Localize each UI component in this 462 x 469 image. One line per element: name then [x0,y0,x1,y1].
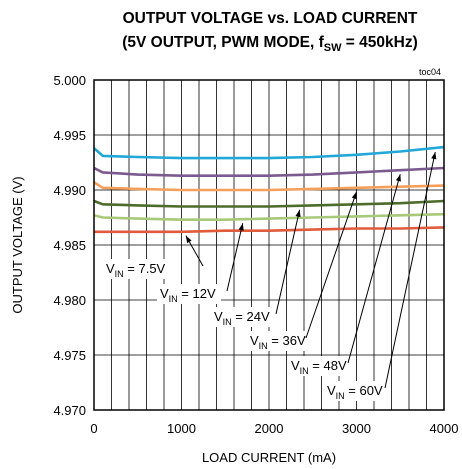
chart-subtitle: (5V OUTPUT, PWM MODE, fSW = 450kHz) [122,34,418,54]
x-axis-label: LOAD CURRENT (mA) [202,450,336,465]
series-label-suffix: = 7.5V [124,261,166,276]
series-label-subscript: IN [259,341,268,351]
series-label-subscript: IN [169,294,178,304]
series-label-suffix: = 36V [268,333,306,348]
annotation-arrowhead [351,191,357,200]
series-label-prefix: V [250,333,259,348]
series-label-suffix: = 48V [309,358,347,373]
series-label-6: VIN = 60V [327,383,383,401]
chart-title: OUTPUT VOLTAGE vs. LOAD CURRENT [123,10,418,27]
x-tick-label: 1000 [167,421,196,436]
y-tick-label: 4.975 [53,348,86,363]
figure-code: toc04 [419,67,441,77]
annotation-arrowhead [295,209,301,218]
series-label-subscript: IN [115,269,124,279]
annotation-arrowhead [431,152,437,160]
plot-frame [93,79,445,411]
series-label-suffix: = 24V [232,309,270,324]
series-label-subscript: IN [336,391,345,401]
x-tick-label: 3000 [342,421,371,436]
series-line-3 [93,199,445,208]
series-line-4 [93,181,445,192]
series-label-5: VIN = 48V [291,358,347,376]
series-line-6 [93,145,445,160]
annotation-background [247,331,311,351]
y-tick-label: 4.990 [53,183,86,198]
y-tick-label: 4.970 [53,403,86,418]
subtitle-subscript: SW [324,42,342,54]
series-label-4: VIN = 36V [250,333,306,351]
y-tick-label: 4.995 [53,128,86,143]
y-tick-label: 4.980 [53,293,86,308]
y-tick-label: 5.000 [53,73,86,88]
annotation-arrow-line [305,191,357,339]
annotation-arrow-line [384,151,436,389]
series-line-5 [93,166,445,177]
x-tick-label: 2000 [255,421,284,436]
annotation-arrow-line [226,223,244,292]
annotation-background [324,381,388,401]
series-label-1: VIN = 7.5V [106,261,166,279]
subtitle-suffix: = 450kHz) [341,34,417,51]
x-tick-label: 4000 [430,421,459,436]
series-line-2 [93,212,445,221]
series-label-prefix: V [106,261,115,276]
subtitle-prefix: (5V OUTPUT, PWM MODE, f [122,34,324,51]
annotation-arrow-line [347,174,401,364]
annotation-arrow-line [275,209,301,315]
series-label-2: VIN = 12V [160,286,216,304]
annotation-background [157,284,221,304]
tick-labels: 0 1000 2000 3000 4000 4.970 4.975 4.980 4.985 4.9… [53,73,458,436]
series-label-prefix: V [160,286,169,301]
y-tick-label: 4.985 [53,238,86,253]
series-label-subscript: IN [223,317,232,327]
annotation-background [211,307,275,327]
series-label-subscript: IN [300,366,309,376]
annotation-background [103,259,167,279]
y-axis-label: OUTPUT VOLTAGE (V) [10,176,25,313]
annotation-arrowhead [185,235,192,244]
series-group [93,145,445,234]
series-label-prefix: V [214,309,223,324]
annotation-background [288,356,352,376]
series-label-prefix: V [327,383,336,398]
series-label-prefix: V [291,358,300,373]
series-label-suffix: = 60V [345,383,383,398]
series-label-suffix: = 12V [178,286,216,301]
grid-lines [94,80,444,410]
annotation-arrowhead [395,174,401,182]
x-tick-label: 0 [90,421,97,436]
annotation-arrowhead [238,223,244,231]
series-label-3: VIN = 24V [214,309,270,327]
series-line-1 [94,226,445,234]
